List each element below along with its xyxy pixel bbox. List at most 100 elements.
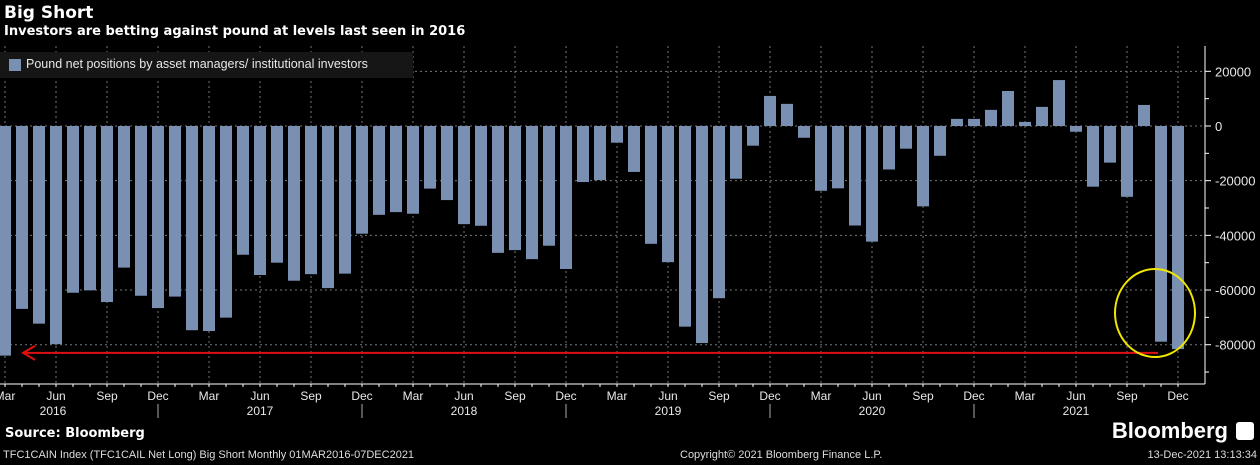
bar	[1104, 126, 1116, 163]
x-tick-label: Jun	[46, 389, 65, 403]
bar	[985, 109, 997, 126]
chart-subtitle: Investors are betting against pound at l…	[4, 24, 466, 39]
x-tick-label: Mar	[403, 389, 424, 403]
bar	[305, 126, 317, 275]
bar	[696, 126, 708, 344]
bar	[849, 126, 861, 226]
bar	[1036, 106, 1048, 126]
bar	[594, 126, 606, 181]
bar	[390, 126, 402, 213]
bar	[628, 126, 640, 172]
bar	[1053, 80, 1065, 126]
bar	[169, 126, 181, 297]
bar	[1172, 126, 1184, 350]
x-tick-label: Mar	[811, 389, 832, 403]
bar	[33, 126, 45, 324]
bar	[475, 126, 487, 226]
source-label: Source: Bloomberg	[5, 426, 145, 441]
x-tick-label: Jun	[658, 389, 677, 403]
year-label: 2019	[655, 404, 682, 418]
bar	[968, 118, 980, 126]
bar	[492, 126, 504, 253]
x-tick-label: Sep	[1116, 389, 1138, 403]
bar	[118, 126, 130, 268]
bar	[1087, 126, 1099, 187]
bar	[560, 126, 572, 269]
x-tick-label: Dec	[147, 389, 168, 403]
bar	[271, 126, 283, 263]
bar	[186, 126, 198, 331]
x-tick-label: Dec	[963, 389, 984, 403]
bar	[679, 126, 691, 327]
bar	[0, 126, 11, 356]
bar	[16, 126, 28, 309]
bar	[900, 126, 912, 149]
x-tick-label: Sep	[300, 389, 322, 403]
legend-label: Pound net positions by asset managers/ i…	[26, 57, 368, 71]
red-arrowhead	[21, 345, 36, 361]
bar	[815, 126, 827, 191]
bar	[951, 118, 963, 126]
x-tick-label: Jun	[862, 389, 881, 403]
year-label: 2021	[1063, 404, 1090, 418]
bar	[50, 126, 62, 345]
x-tick-label: Dec	[351, 389, 372, 403]
x-tick-label: Mar	[199, 389, 220, 403]
chart-title: Big Short	[4, 3, 94, 23]
x-tick-label: Jun	[1066, 389, 1085, 403]
bar	[237, 126, 249, 255]
bar	[101, 126, 113, 303]
bar	[373, 126, 385, 215]
bar	[934, 126, 946, 156]
bloomberg-logo: Bloomberg	[1111, 418, 1228, 443]
y-tick-label: 0	[1215, 119, 1222, 134]
x-tick-label: Dec	[759, 389, 780, 403]
bar	[577, 126, 589, 183]
x-tick-label: Sep	[708, 389, 730, 403]
bar	[526, 126, 538, 260]
y-tick-label: -40000	[1215, 228, 1255, 243]
x-tick-label: Sep	[96, 389, 118, 403]
bar	[866, 126, 878, 242]
bar	[288, 126, 300, 281]
x-tick-label: Jun	[454, 389, 473, 403]
bar	[424, 126, 436, 189]
bar	[67, 126, 79, 293]
bar	[441, 126, 453, 201]
bar	[458, 126, 470, 225]
bar	[509, 126, 521, 251]
x-tick-label: Dec	[1167, 389, 1188, 403]
y-tick-label: 20000	[1215, 64, 1251, 79]
bar	[1002, 91, 1014, 126]
bar	[203, 126, 215, 332]
year-label: 2020	[859, 404, 886, 418]
bar-chart: 20000 0 -20000 -40000 -60000 -80000 Mar Jun Sep D…	[0, 46, 1255, 418]
ticker-info: TFC1CAIN Index (TFC1CAIL Net Long) Big S…	[3, 449, 415, 461]
bar	[339, 126, 351, 274]
bar	[322, 126, 334, 289]
x-tick-label: Sep	[504, 389, 526, 403]
bar	[1019, 121, 1031, 126]
x-tick-label: Mar	[0, 389, 15, 403]
legend: Pound net positions by asset managers/ i…	[0, 52, 413, 78]
yellow-circle	[1114, 268, 1196, 358]
y-tick-label: -60000	[1215, 283, 1255, 298]
timestamp: 13-Dec-2021 13:13:34	[1147, 449, 1257, 461]
bar	[781, 103, 793, 126]
bloomberg-chart-icon	[1236, 422, 1254, 440]
bar	[1121, 126, 1133, 197]
bar	[543, 126, 555, 246]
legend-swatch	[9, 59, 21, 71]
bar	[798, 126, 810, 138]
year-label: 2018	[451, 404, 478, 418]
bar	[220, 126, 232, 318]
y-tick-label: -80000	[1215, 338, 1255, 353]
year-label: 2016	[40, 404, 67, 418]
copyright: Copyright© 2021 Bloomberg Finance L.P.	[680, 449, 883, 461]
bar	[1155, 126, 1167, 342]
bar	[254, 126, 266, 275]
bar	[152, 126, 164, 309]
bar	[747, 126, 759, 146]
x-tick-label: Sep	[912, 389, 934, 403]
y-tick-label: -20000	[1215, 174, 1255, 189]
